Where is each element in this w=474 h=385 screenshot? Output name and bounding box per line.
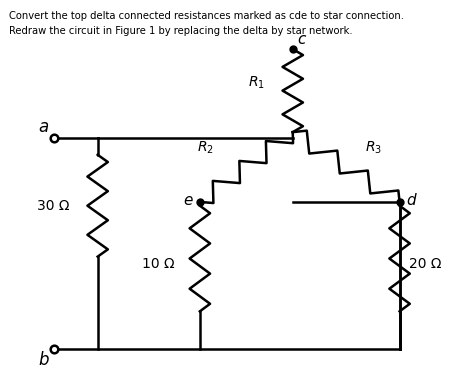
Text: d: d bbox=[407, 192, 416, 208]
Text: $R_3$: $R_3$ bbox=[365, 140, 382, 156]
Text: c: c bbox=[297, 32, 306, 47]
Text: Convert the top delta connected resistances marked as cde to star connection.: Convert the top delta connected resistan… bbox=[9, 11, 404, 21]
Text: $R_2$: $R_2$ bbox=[197, 140, 214, 156]
Text: $R_1$: $R_1$ bbox=[248, 75, 265, 91]
Text: 10 Ω: 10 Ω bbox=[142, 257, 174, 271]
Text: b: b bbox=[38, 351, 49, 369]
Text: a: a bbox=[38, 118, 49, 136]
Text: 20 Ω: 20 Ω bbox=[409, 257, 441, 271]
Text: 30 Ω: 30 Ω bbox=[37, 199, 70, 213]
Text: Redraw the circuit in Figure 1 by replacing the delta by star network.: Redraw the circuit in Figure 1 by replac… bbox=[9, 26, 353, 36]
Text: e: e bbox=[183, 192, 193, 208]
